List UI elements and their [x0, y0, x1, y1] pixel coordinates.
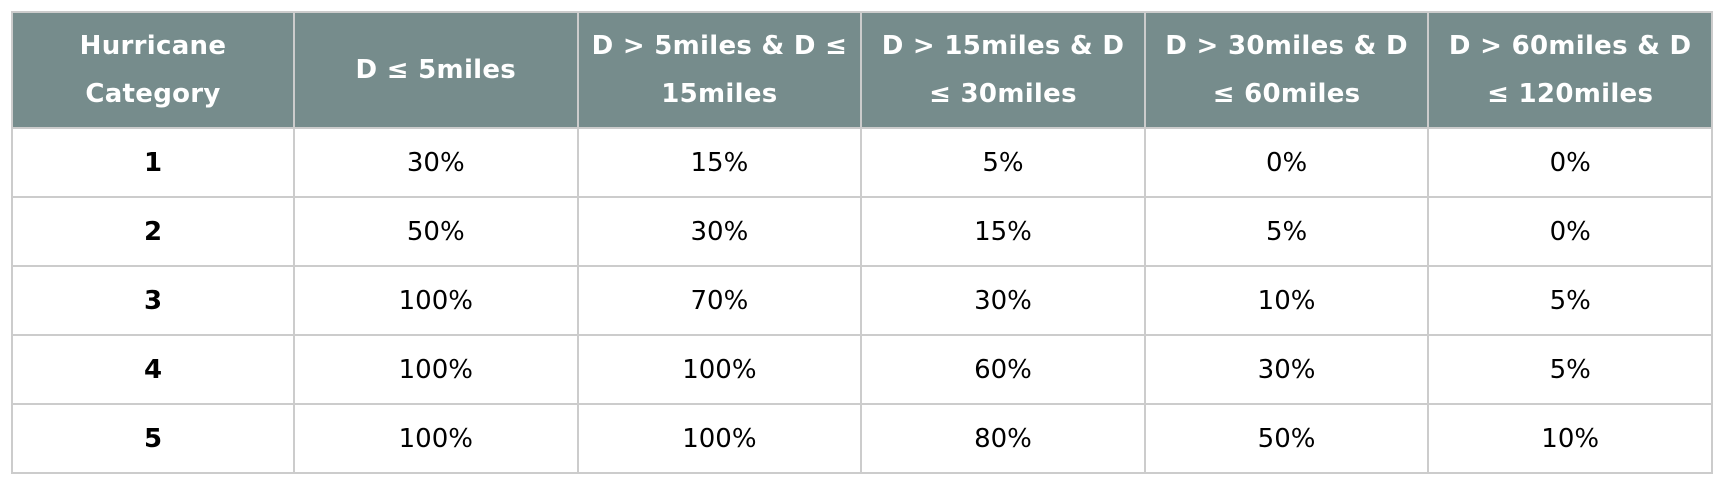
- data-cell: 30%: [860, 265, 1146, 336]
- table-row: 4 100% 100% 60% 30% 5%: [11, 334, 1713, 405]
- data-cell: 80%: [860, 403, 1146, 474]
- table-header: Hurricane Category D ≤ 5miles D > 5miles &…: [11, 11, 1713, 129]
- data-cell: 10%: [1143, 265, 1430, 336]
- data-cell: 30%: [293, 127, 579, 198]
- data-cell: 30%: [1143, 334, 1430, 405]
- header-cell: Hurricane Category: [11, 11, 295, 129]
- category-cell: 1: [11, 127, 295, 198]
- header-cell: D > 5miles & D ≤ 15miles: [576, 11, 863, 129]
- data-cell: 30%: [576, 196, 863, 267]
- header-cell: D > 60miles & D ≤ 120miles: [1427, 11, 1713, 129]
- table-row: 2 50% 30% 15% 5% 0%: [11, 196, 1713, 267]
- data-cell: 0%: [1427, 196, 1713, 267]
- data-cell: 15%: [576, 127, 863, 198]
- table-row: 1 30% 15% 5% 0% 0%: [11, 127, 1713, 198]
- category-cell: 5: [11, 403, 295, 474]
- data-cell: 60%: [860, 334, 1146, 405]
- header-cell: D ≤ 5miles: [293, 11, 579, 129]
- data-table: Hurricane Category D ≤ 5miles D > 5miles &…: [11, 11, 1713, 474]
- header-cell: D > 30miles & D ≤ 60miles: [1143, 11, 1430, 129]
- data-cell: 0%: [1143, 127, 1430, 198]
- data-cell: 0%: [1427, 127, 1713, 198]
- data-cell: 100%: [293, 265, 579, 336]
- data-cell: 50%: [1143, 403, 1430, 474]
- data-cell: 15%: [860, 196, 1146, 267]
- data-cell: 5%: [1427, 265, 1713, 336]
- data-cell: 5%: [1427, 334, 1713, 405]
- data-cell: 100%: [576, 403, 863, 474]
- table-row: 5 100% 100% 80% 50% 10%: [11, 403, 1713, 474]
- data-cell: 70%: [576, 265, 863, 336]
- table-body: 1 30% 15% 5% 0% 0% 2 50% 30% 15% 5% 0% 3 100% 70% 30% 10…: [11, 127, 1713, 474]
- data-cell: 5%: [1143, 196, 1430, 267]
- data-cell: 10%: [1427, 403, 1713, 474]
- data-cell: 5%: [860, 127, 1146, 198]
- category-cell: 3: [11, 265, 295, 336]
- data-cell: 100%: [293, 403, 579, 474]
- header-row: Hurricane Category D ≤ 5miles D > 5miles &…: [11, 11, 1713, 129]
- data-cell: 100%: [576, 334, 863, 405]
- data-cell: 50%: [293, 196, 579, 267]
- category-cell: 4: [11, 334, 295, 405]
- data-cell: 100%: [293, 334, 579, 405]
- header-cell: D > 15miles & D ≤ 30miles: [860, 11, 1146, 129]
- table-row: 3 100% 70% 30% 10% 5%: [11, 265, 1713, 336]
- category-cell: 2: [11, 196, 295, 267]
